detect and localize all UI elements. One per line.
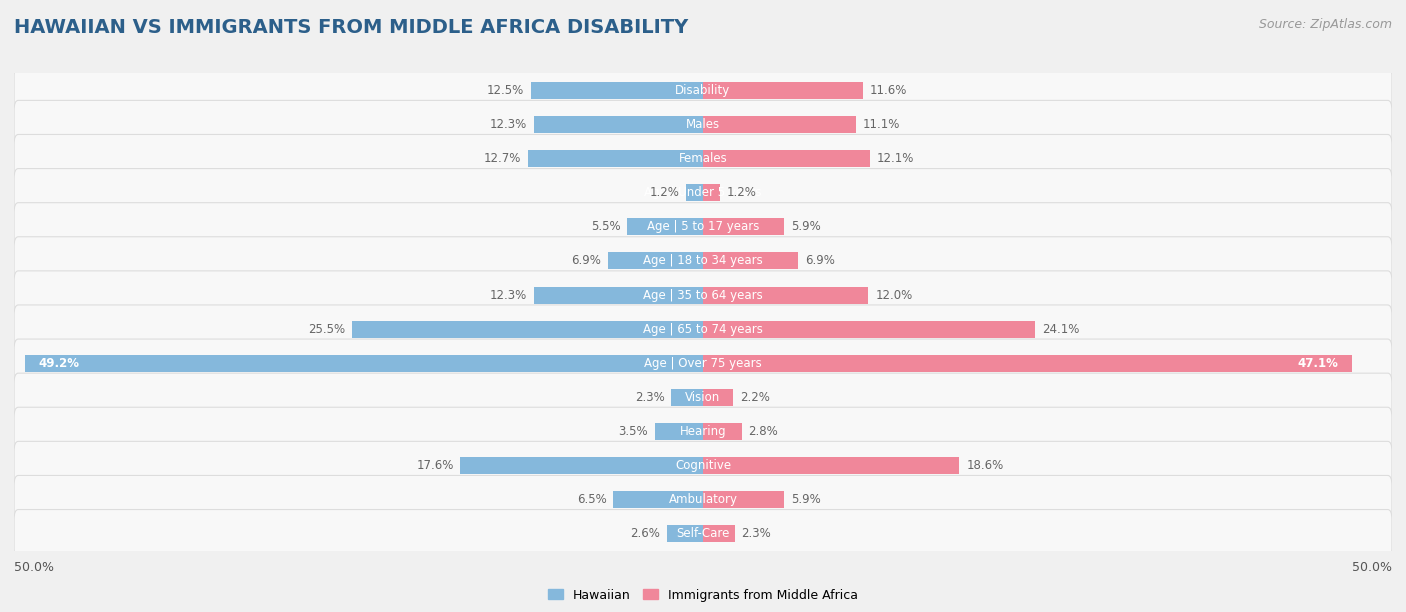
Bar xyxy=(703,525,735,542)
FancyBboxPatch shape xyxy=(14,135,1392,183)
FancyBboxPatch shape xyxy=(14,168,1392,217)
Text: 2.3%: 2.3% xyxy=(634,391,665,404)
FancyBboxPatch shape xyxy=(14,476,1392,524)
Text: Age | Over 75 years: Age | Over 75 years xyxy=(644,357,762,370)
Bar xyxy=(531,82,703,99)
Text: 18.6%: 18.6% xyxy=(966,459,1004,472)
Bar xyxy=(607,252,703,269)
Text: 2.8%: 2.8% xyxy=(748,425,778,438)
Text: Age | Under 5 years: Age | Under 5 years xyxy=(644,186,762,200)
Bar xyxy=(655,423,703,440)
FancyBboxPatch shape xyxy=(14,237,1392,285)
Text: 50.0%: 50.0% xyxy=(14,561,53,574)
Bar xyxy=(703,389,734,406)
Text: 3.5%: 3.5% xyxy=(619,425,648,438)
FancyBboxPatch shape xyxy=(14,407,1392,456)
Bar xyxy=(703,286,869,304)
Bar xyxy=(703,321,1035,338)
Text: Age | 35 to 64 years: Age | 35 to 64 years xyxy=(643,289,763,302)
Text: 6.9%: 6.9% xyxy=(806,255,835,267)
FancyBboxPatch shape xyxy=(14,100,1392,149)
FancyBboxPatch shape xyxy=(14,510,1392,558)
Text: 11.6%: 11.6% xyxy=(870,84,907,97)
Text: 2.2%: 2.2% xyxy=(740,391,770,404)
Bar xyxy=(703,355,1353,371)
Text: Hearing: Hearing xyxy=(679,425,727,438)
Text: Age | 65 to 74 years: Age | 65 to 74 years xyxy=(643,323,763,335)
FancyBboxPatch shape xyxy=(14,203,1392,251)
Text: 50.0%: 50.0% xyxy=(1353,561,1392,574)
Text: 12.5%: 12.5% xyxy=(486,84,524,97)
FancyBboxPatch shape xyxy=(14,305,1392,353)
Bar xyxy=(703,491,785,508)
Bar xyxy=(533,116,703,133)
Bar xyxy=(703,116,856,133)
Text: 5.5%: 5.5% xyxy=(591,220,620,233)
Text: 2.3%: 2.3% xyxy=(741,528,772,540)
Text: 12.0%: 12.0% xyxy=(875,289,912,302)
Text: 17.6%: 17.6% xyxy=(416,459,454,472)
Bar xyxy=(529,150,703,167)
Bar xyxy=(533,286,703,304)
Legend: Hawaiian, Immigrants from Middle Africa: Hawaiian, Immigrants from Middle Africa xyxy=(543,584,863,606)
Text: 1.2%: 1.2% xyxy=(727,186,756,200)
Text: 6.9%: 6.9% xyxy=(571,255,600,267)
Bar xyxy=(703,252,799,269)
Text: Females: Females xyxy=(679,152,727,165)
Text: Disability: Disability xyxy=(675,84,731,97)
Bar xyxy=(703,150,870,167)
Bar xyxy=(703,184,720,201)
Text: 12.7%: 12.7% xyxy=(484,152,522,165)
FancyBboxPatch shape xyxy=(14,441,1392,490)
Text: Cognitive: Cognitive xyxy=(675,459,731,472)
FancyBboxPatch shape xyxy=(14,339,1392,387)
Bar xyxy=(686,184,703,201)
Bar xyxy=(461,457,703,474)
Bar xyxy=(703,218,785,236)
Text: Source: ZipAtlas.com: Source: ZipAtlas.com xyxy=(1258,18,1392,31)
Bar xyxy=(668,525,703,542)
Text: Vision: Vision xyxy=(685,391,721,404)
Text: Age | 5 to 17 years: Age | 5 to 17 years xyxy=(647,220,759,233)
Bar xyxy=(627,218,703,236)
Text: 12.1%: 12.1% xyxy=(876,152,914,165)
Text: Self-Care: Self-Care xyxy=(676,528,730,540)
Bar xyxy=(703,457,959,474)
Bar xyxy=(703,82,863,99)
Bar xyxy=(703,423,741,440)
Text: 12.3%: 12.3% xyxy=(489,289,527,302)
FancyBboxPatch shape xyxy=(14,373,1392,422)
Text: HAWAIIAN VS IMMIGRANTS FROM MIDDLE AFRICA DISABILITY: HAWAIIAN VS IMMIGRANTS FROM MIDDLE AFRIC… xyxy=(14,18,689,37)
FancyBboxPatch shape xyxy=(14,271,1392,319)
Text: 11.1%: 11.1% xyxy=(863,118,900,131)
Text: 25.5%: 25.5% xyxy=(308,323,344,335)
Text: Age | 18 to 34 years: Age | 18 to 34 years xyxy=(643,255,763,267)
Text: 47.1%: 47.1% xyxy=(1298,357,1339,370)
Text: Ambulatory: Ambulatory xyxy=(668,493,738,506)
Text: 24.1%: 24.1% xyxy=(1042,323,1080,335)
Text: 5.9%: 5.9% xyxy=(792,493,821,506)
Bar xyxy=(25,355,703,371)
Text: 1.2%: 1.2% xyxy=(650,186,679,200)
Bar xyxy=(352,321,703,338)
Text: 49.2%: 49.2% xyxy=(39,357,80,370)
Text: 2.6%: 2.6% xyxy=(630,528,661,540)
Text: 5.9%: 5.9% xyxy=(792,220,821,233)
FancyBboxPatch shape xyxy=(14,66,1392,114)
Text: Males: Males xyxy=(686,118,720,131)
Text: 12.3%: 12.3% xyxy=(489,118,527,131)
Bar xyxy=(671,389,703,406)
Text: 6.5%: 6.5% xyxy=(576,493,606,506)
Bar xyxy=(613,491,703,508)
